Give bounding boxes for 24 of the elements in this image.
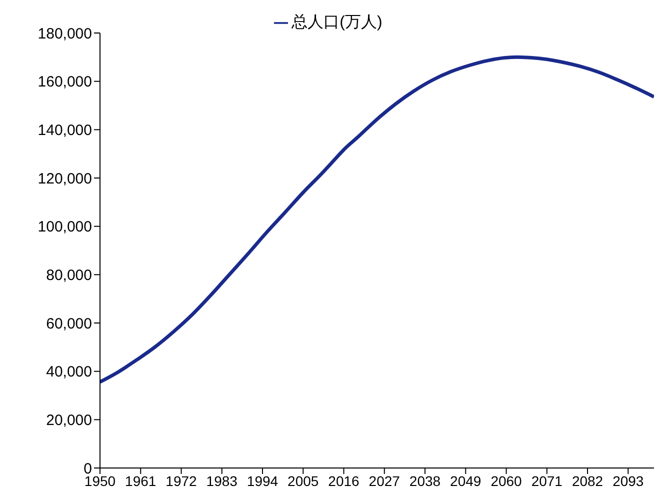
y-tick-label: 120,000 bbox=[38, 170, 92, 188]
y-tick-label: 180,000 bbox=[38, 25, 92, 42]
x-tick-label: 2049 bbox=[450, 472, 482, 489]
x-tick-label: 2027 bbox=[368, 472, 400, 489]
y-tick-label: 100,000 bbox=[38, 218, 92, 236]
x-tick-label: 2005 bbox=[288, 472, 319, 489]
x-tick-label: 2038 bbox=[409, 472, 441, 489]
x-tick-label: 1972 bbox=[166, 472, 198, 489]
x-tick-label: 2060 bbox=[490, 472, 522, 489]
y-tick-label: 160,000 bbox=[38, 74, 92, 91]
y-tick-label: 60,000 bbox=[46, 315, 92, 332]
x-tick-label: 1961 bbox=[125, 472, 156, 489]
y-tick-label: 40,000 bbox=[46, 364, 92, 381]
x-tick-label: 2082 bbox=[572, 472, 604, 489]
legend-label: 总人口(万人) bbox=[292, 14, 382, 31]
x-tick-label: 1983 bbox=[206, 472, 238, 489]
x-tick-label: 1994 bbox=[246, 472, 278, 489]
line-series bbox=[100, 55, 654, 384]
y-tick-label: 20,000 bbox=[46, 412, 92, 429]
y-tick-label: 140,000 bbox=[38, 122, 92, 139]
x-tick-label: 2016 bbox=[328, 472, 360, 489]
x-tick-label: 2071 bbox=[531, 472, 563, 489]
y-tick-label: 80,000 bbox=[46, 266, 92, 284]
x-tick-label: 2093 bbox=[612, 472, 644, 489]
